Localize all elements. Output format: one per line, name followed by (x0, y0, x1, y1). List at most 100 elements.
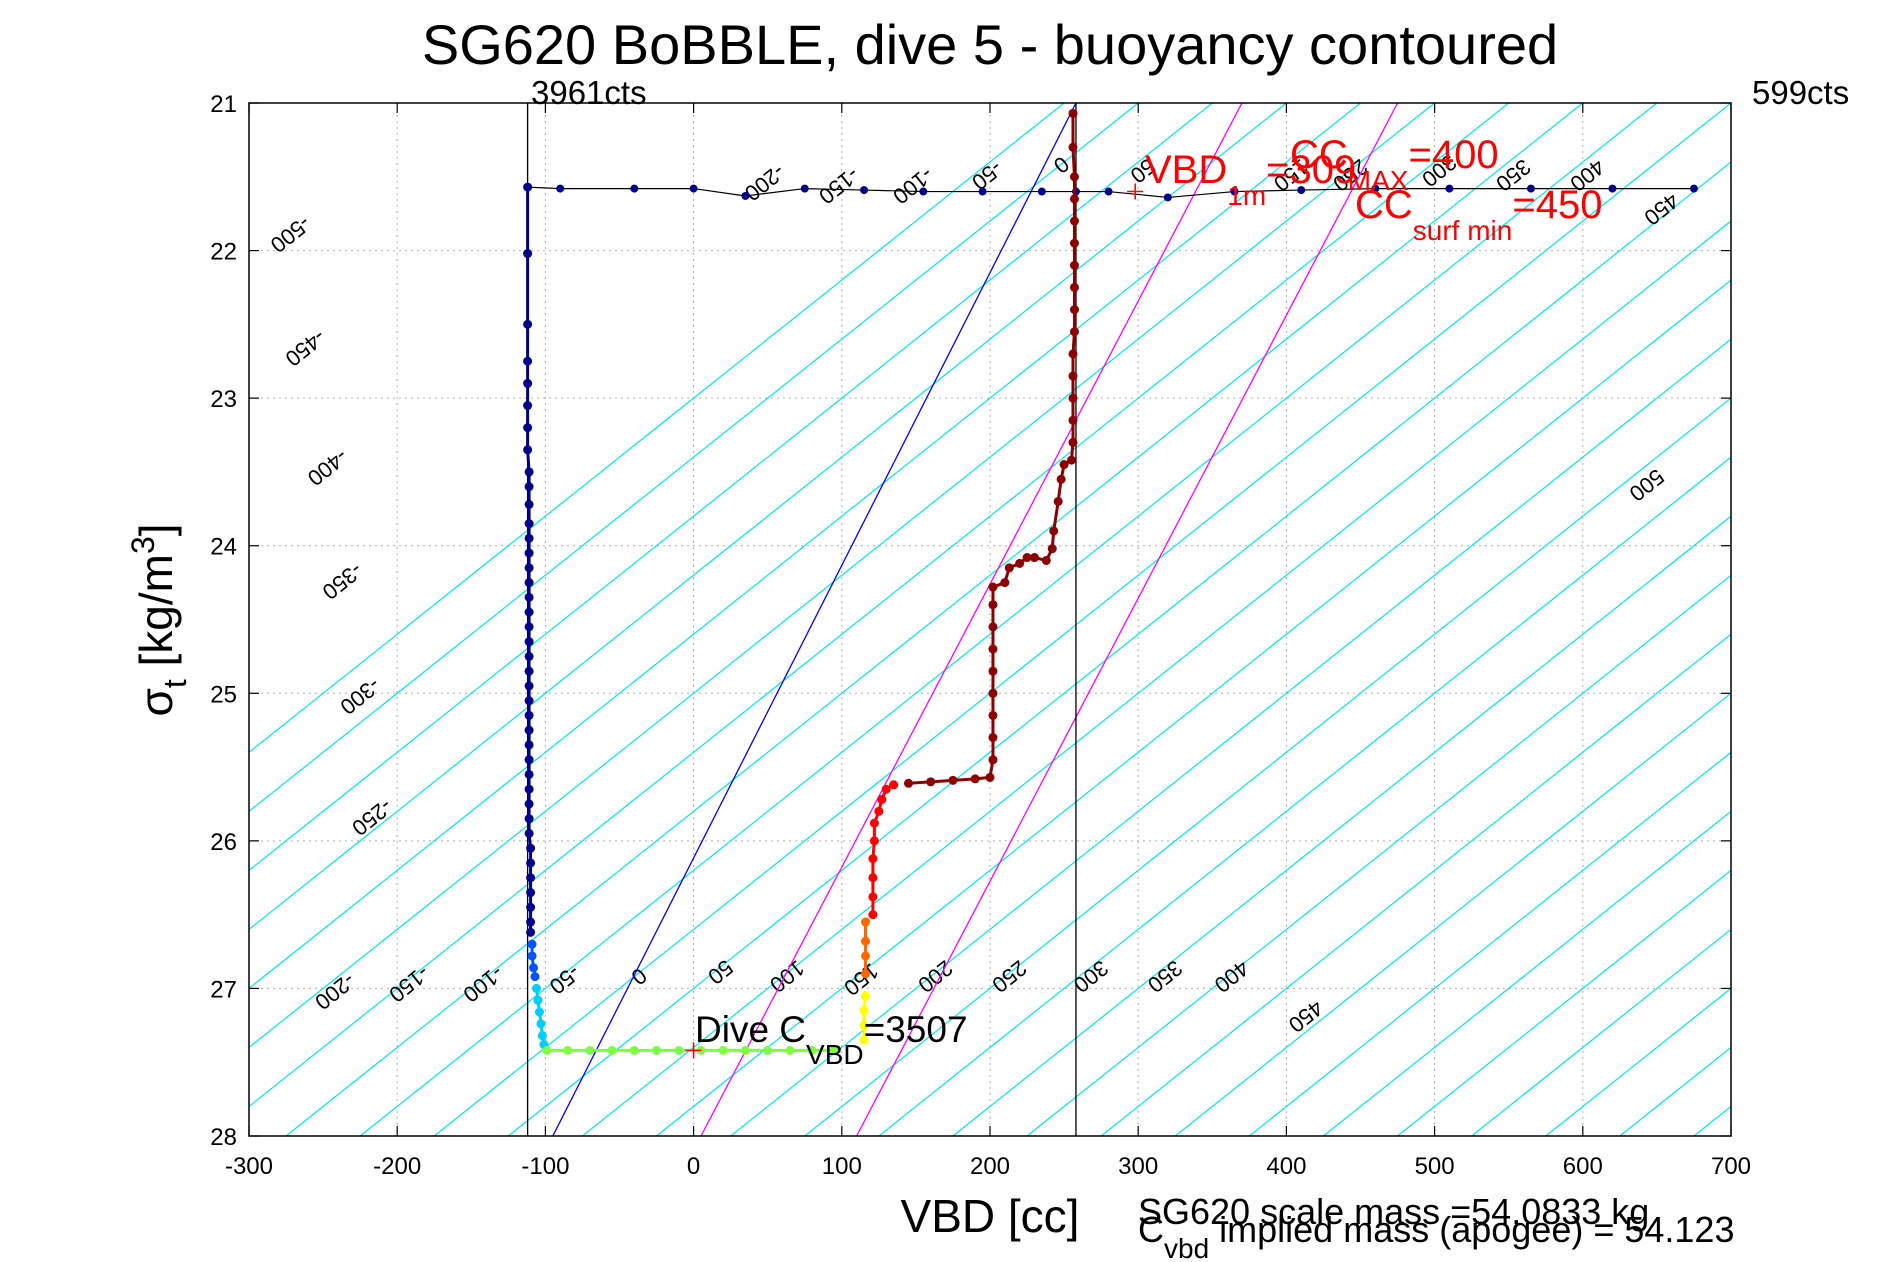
profile-point (524, 681, 534, 691)
profile-point (1069, 260, 1079, 270)
profile-point (988, 622, 998, 632)
profile-point (524, 622, 534, 632)
apogee-point (1104, 187, 1113, 196)
profile-point (740, 1045, 750, 1055)
profile-point (1068, 142, 1078, 152)
profile-point (868, 854, 878, 864)
profile-point (1049, 526, 1059, 536)
profile-point (861, 936, 871, 946)
x-tick-label: 400 (1266, 1153, 1306, 1180)
profile-point (948, 775, 958, 785)
apogee-point (556, 184, 565, 193)
profile-point (534, 1007, 544, 1017)
x-axis-label: VBD [cc] (901, 1190, 1080, 1242)
marker-dive (685, 1042, 702, 1059)
apogee-point (978, 187, 987, 196)
x-tick-label: 600 (1563, 1153, 1603, 1180)
profile-point (868, 892, 878, 902)
profile-point (859, 1020, 869, 1030)
contour-line (249, 103, 1139, 813)
count-label-right: 599cts (1752, 74, 1849, 111)
profile-point (537, 1031, 547, 1041)
profile-point (868, 910, 878, 920)
profile-point (1068, 108, 1078, 118)
limit-line (700, 103, 1243, 1136)
profile-point (607, 1045, 617, 1055)
profile-point (1069, 172, 1079, 182)
profile-point (524, 548, 534, 558)
profile-point (524, 578, 534, 588)
axis-ticks: -300 -200 -100 0 100 200 300 400 500 600 700 21 22 23… (210, 91, 1751, 1180)
apogee-series (523, 183, 1698, 202)
profile-point (1069, 216, 1079, 226)
profile-point (1068, 349, 1078, 359)
profile-point (1053, 496, 1063, 506)
profile-point (881, 784, 891, 794)
profile-point (861, 991, 871, 1001)
profile-point (1047, 544, 1057, 554)
contour-line (1397, 869, 1731, 1136)
profile-point (988, 733, 998, 743)
profile-point (1056, 474, 1066, 484)
profile-point (861, 917, 871, 927)
profile-point (526, 917, 536, 927)
profile-point (523, 356, 533, 366)
contour-line (249, 103, 1435, 1049)
apogee-point (1371, 184, 1380, 193)
profile-point (926, 777, 936, 787)
profile-point (988, 600, 998, 610)
profile-point (674, 1045, 684, 1055)
profile-point (542, 1045, 552, 1055)
profile-point (524, 784, 534, 794)
profile-point (988, 710, 998, 720)
profile-point (523, 445, 533, 455)
profile-point (1069, 194, 1079, 204)
profile-points (523, 108, 1144, 1059)
contour-line (285, 103, 1584, 1136)
profile-point (526, 843, 536, 853)
profile-point (524, 533, 534, 543)
contour-line (249, 103, 1065, 754)
y-tick-label: 28 (210, 1124, 237, 1151)
count-label-left: 3961cts (531, 74, 647, 111)
profile-point (869, 836, 879, 846)
dive-cvbd-annotation: Dive CVBD=3507 (695, 1009, 968, 1070)
profile-point (1068, 371, 1078, 381)
profile-point (524, 467, 534, 477)
profile-point (1000, 578, 1010, 588)
vbd-1m-annotation: VBD1m=309 (1145, 148, 1356, 211)
profile-point (524, 755, 534, 765)
implied-mass-annotation: Cvbd implied mass (apogee) = 54.123 (1138, 1209, 1734, 1262)
x-tick-label: -200 (373, 1153, 421, 1180)
profile-point (859, 1035, 869, 1045)
profile-point (861, 969, 871, 979)
profile-point (985, 772, 995, 782)
profile-point (861, 951, 871, 961)
profile-point (859, 1006, 869, 1016)
profile-point (1069, 327, 1079, 337)
contour-line (433, 103, 1731, 1136)
profile-point (533, 995, 543, 1005)
profile-point (970, 774, 980, 784)
apogee-line (527, 186, 1694, 199)
x-tick-label: 0 (687, 1153, 700, 1180)
contour-line (359, 103, 1658, 1136)
profile-point (524, 696, 534, 706)
y-axis-label: σt [kg/m3] (125, 523, 193, 716)
profile-segment (871, 783, 895, 915)
limit-line (856, 103, 1399, 1136)
apogee-point (1608, 184, 1617, 193)
apogee-point (1689, 184, 1698, 193)
fit-line (552, 103, 1077, 1136)
profile-point (1068, 393, 1078, 403)
profile-point (523, 378, 533, 388)
profile-point (874, 806, 884, 816)
contour-line (1248, 751, 1731, 1136)
contour-line (1100, 633, 1731, 1136)
profile-point (785, 1045, 795, 1055)
cc-surf-min-annotation: CCsurf min=450 (1355, 183, 1602, 246)
profile-point (1069, 238, 1079, 248)
profile-point (526, 888, 536, 898)
profile-point (988, 666, 998, 676)
